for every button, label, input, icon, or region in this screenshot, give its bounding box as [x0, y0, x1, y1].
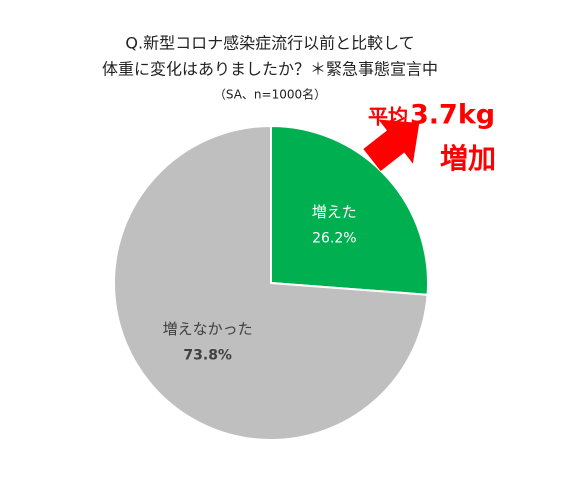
annotation-prefix: 平均 — [368, 105, 408, 129]
pie-slice — [113, 124, 429, 441]
pie-slice — [270, 124, 429, 296]
pie: 増えた 26.2% 増えなかった 73.8% — [113, 124, 429, 441]
slice-label: 増えなかった — [163, 320, 253, 338]
annotation-suffix: 増加 — [440, 142, 496, 175]
value-label: 26.2% — [312, 230, 356, 246]
chart-title: Q.新型コロナ感染症流行以前と比較して — [125, 34, 414, 53]
annotation-amount: 3.7kg — [410, 100, 495, 131]
value-label: 73.8% — [183, 348, 232, 364]
slice-label: 増えた — [312, 203, 357, 221]
chart-subtitle: （SA、n=1000名） — [214, 87, 326, 102]
chart-title: 体重に変化はありましたか？＊緊急事態宣言中 — [102, 60, 438, 79]
arrow — [363, 119, 420, 172]
